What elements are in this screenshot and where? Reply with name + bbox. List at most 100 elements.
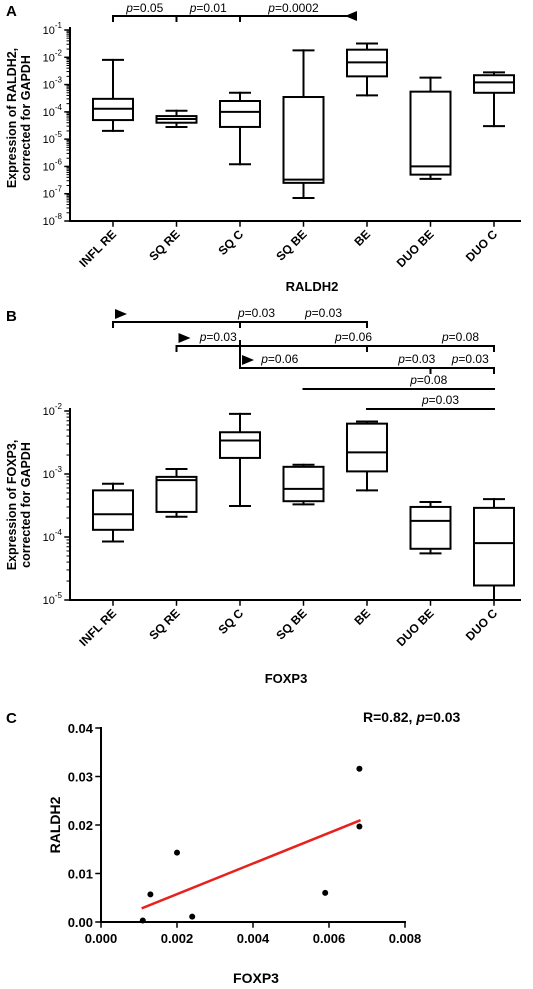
p-value: =0.08 (449, 330, 480, 344)
box-body (219, 431, 261, 459)
box-sq-c (219, 412, 261, 508)
p-symbol: p (199, 330, 207, 344)
y-axis-title: Expression of FOXP3, (5, 440, 19, 571)
y-axis-title: RALDH2 (47, 796, 63, 853)
p-value: =0.03 (429, 393, 460, 407)
x-tick-label: 0.008 (389, 931, 422, 946)
category-label: DUO C (463, 227, 500, 264)
p-symbol: p (421, 393, 429, 407)
box-be (346, 42, 388, 97)
y-axis-title: corrected for GAPDH (19, 442, 33, 568)
box-body (346, 422, 388, 473)
x-axis-title: RALDH2 (286, 279, 339, 294)
box-be (346, 420, 388, 492)
y-tick-label: 10-5 (43, 130, 63, 146)
p-symbol: p (334, 330, 342, 344)
tick-exponent: -7 (55, 185, 63, 194)
tick-exponent: -5 (55, 591, 63, 600)
significance-label: p=0.08 (441, 330, 479, 344)
x-axis-title: FOXP3 (233, 970, 279, 986)
y-tick-label: 10-7 (43, 185, 63, 201)
p-value: =0.03 (312, 306, 343, 320)
box-body (409, 90, 452, 176)
significance-label: p=0.06 (334, 330, 372, 344)
tick-base: 10 (43, 80, 55, 92)
p-value: =0.01 (196, 1, 227, 15)
y-tick-label: 10-6 (43, 157, 63, 173)
y-tick-label: 0.01 (68, 867, 93, 882)
significance-label: p=0.08 (409, 373, 447, 387)
tick-base: 10 (43, 216, 55, 228)
panel-c: C 0.00 0.01 0.02 0.03 0.04 0.000 0.002 0.004 0.00… (6, 709, 461, 986)
significance-label: p=0.03 (304, 306, 342, 320)
y-tick-label: 10-3 (43, 465, 63, 481)
box-body (282, 465, 325, 503)
tick-base: 10 (43, 469, 55, 481)
category-label: SQ C (215, 227, 246, 258)
p-symbol: p (189, 1, 197, 15)
tick-exponent: -1 (55, 21, 63, 30)
y-tick-label: 0.02 (68, 818, 93, 833)
p-symbol: p (304, 306, 312, 320)
significance-label: p=0.03 (421, 393, 459, 407)
box-body (155, 475, 198, 513)
p-value: =0.0002 (275, 1, 319, 15)
significance-arrow (345, 11, 357, 21)
significance-label: p=0.05 (125, 1, 163, 15)
box-duo-be (409, 76, 452, 180)
tick-exponent: -4 (55, 103, 63, 112)
data-point (174, 849, 180, 856)
category-label: SQ RE (146, 606, 182, 642)
tick-exponent: -5 (55, 130, 63, 139)
p-symbol: p (260, 352, 268, 366)
p-symbol: p (125, 1, 133, 15)
box-sq-c (219, 91, 261, 166)
significance-label: p=0.03 (237, 306, 275, 320)
r-value: R=0.82, (363, 709, 416, 725)
x-axis-title: FOXP3 (265, 671, 308, 686)
regression-line (141, 819, 362, 910)
tick-exponent: -4 (55, 528, 63, 537)
box-body (92, 489, 134, 531)
p-symbol: p (441, 330, 449, 344)
tick-base: 10 (43, 532, 55, 544)
p-value: =0.05 (133, 1, 164, 15)
category-label: BE (351, 227, 373, 249)
significance-label: p=0.03 (451, 352, 489, 366)
panel-label: B (6, 308, 17, 325)
p-symbol: p (451, 352, 459, 366)
panel-label: A (6, 3, 17, 20)
p-symbol: p (397, 352, 405, 366)
p-value: =0.03 (245, 306, 276, 320)
y-tick-label: 10-1 (43, 21, 63, 37)
x-tick-label: 0.006 (313, 931, 346, 946)
category-label: INFL RE (76, 606, 119, 649)
y-tick-label: 0.03 (68, 770, 93, 785)
significance-label: p=0.01 (189, 1, 227, 15)
tick-exponent: -8 (55, 212, 63, 221)
box-duo-c (473, 71, 515, 128)
box-body (219, 99, 261, 128)
p-symbol: p (267, 1, 275, 15)
p-symbol: p (409, 373, 417, 387)
box-body (473, 74, 515, 94)
y-axis-title: Expression of RALDH2, (5, 48, 19, 188)
p-value: =0.03 (425, 709, 461, 725)
y-tick-label: 0.00 (68, 915, 93, 930)
significance-arrow (242, 355, 254, 365)
significance-label: p=0.03 (199, 330, 237, 344)
category-label: SQ BE (273, 606, 309, 642)
tick-exponent: -2 (55, 402, 63, 411)
y-tick-label: 10-4 (43, 528, 63, 544)
significance-arrow (178, 333, 191, 343)
data-point (147, 891, 154, 898)
box-sq-re (155, 468, 198, 518)
panel-a: A10-810-710-610-510-410-310-210-1Express… (5, 1, 521, 294)
y-tick-label: 10-3 (43, 76, 63, 92)
category-label: BE (351, 606, 373, 628)
correlation-annotation: R=0.82, p=0.03 (363, 709, 461, 725)
y-tick-label: 10-5 (43, 591, 63, 607)
box-duo-be (409, 500, 452, 555)
